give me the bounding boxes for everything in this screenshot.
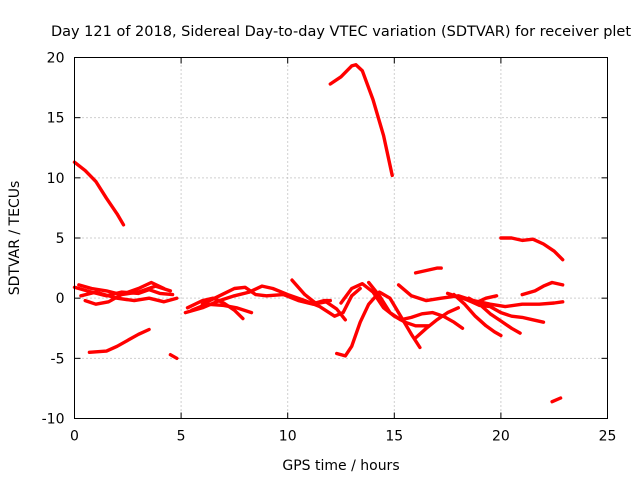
series-trace-20 <box>499 236 565 262</box>
series-trace-10 <box>185 296 245 321</box>
x-tick-label: 10 <box>279 429 297 445</box>
series-trace-22 <box>550 396 563 404</box>
y-axis-label: SDTVAR / TECUs <box>7 181 23 296</box>
grid <box>74 57 608 419</box>
series-trace-15 <box>339 282 431 328</box>
y-tick-label: 5 <box>56 231 65 247</box>
series-trace-11 <box>200 285 347 322</box>
series-trace-8 <box>77 280 166 297</box>
series-trace-23 <box>452 292 503 338</box>
tick-labels: 0 5 10 15 20 25 -10 -5 0 5 10 15 20 <box>42 51 617 445</box>
x-axis-label: GPS time / hours <box>282 458 399 474</box>
y-tick-label: -10 <box>42 412 65 428</box>
x-tick-label: 25 <box>599 429 617 445</box>
series-trace-19 <box>413 266 443 275</box>
y-tick-label: 10 <box>47 171 65 187</box>
plot-frame <box>74 57 608 419</box>
series-trace-1 <box>72 160 126 227</box>
series-trace-26 <box>467 298 546 324</box>
x-tick-label: 5 <box>177 429 186 445</box>
series-trace-17 <box>413 306 460 340</box>
series-trace-13 <box>290 278 332 305</box>
x-tick-label: 15 <box>385 429 403 445</box>
series-trace-16 <box>367 280 465 330</box>
series-trace-3 <box>87 327 151 354</box>
y-tick-label: 20 <box>47 51 65 67</box>
x-tick-label: 0 <box>70 429 79 445</box>
series-trace-6 <box>79 290 179 304</box>
series-trace-2 <box>328 63 394 178</box>
series-trace-4 <box>168 353 179 360</box>
series-trace-18 <box>396 283 565 309</box>
series-trace-21 <box>520 280 565 297</box>
chart-title: Day 121 of 2018, Sidereal Day-to-day VTE… <box>51 24 631 40</box>
y-tick-label: 15 <box>47 111 65 127</box>
series-trace-12 <box>190 302 254 315</box>
y-tick-label: 0 <box>56 291 65 307</box>
x-tick-label: 20 <box>492 429 510 445</box>
y-tick-label: -5 <box>51 351 65 367</box>
series-trace-14 <box>335 290 422 358</box>
ticks <box>74 57 608 419</box>
series-layer <box>72 63 565 404</box>
